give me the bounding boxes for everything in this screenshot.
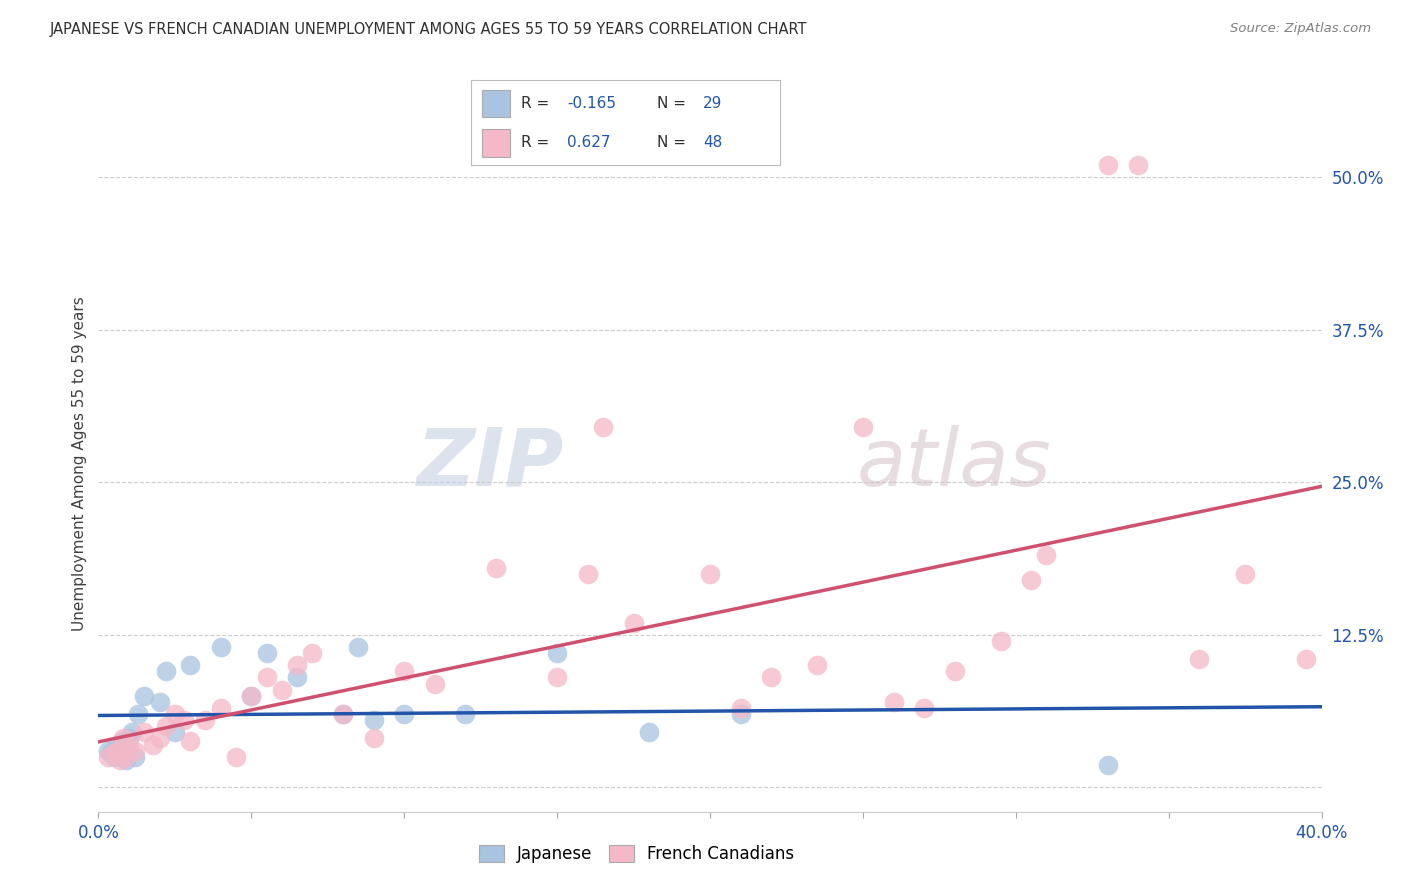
Point — [852, 420, 875, 434]
Point — [1097, 758, 1119, 772]
Point — [163, 725, 186, 739]
Point — [990, 633, 1012, 648]
Point — [454, 707, 477, 722]
Point — [912, 701, 935, 715]
Point — [209, 701, 232, 715]
Text: N =: N = — [657, 136, 690, 151]
Point — [111, 731, 134, 746]
Point — [134, 725, 156, 739]
Point — [115, 749, 138, 764]
Point — [285, 670, 308, 684]
Point — [118, 738, 141, 752]
Point — [592, 420, 614, 434]
Point — [225, 749, 247, 764]
Point — [699, 566, 721, 581]
Point — [392, 665, 416, 679]
Point — [97, 749, 120, 764]
Text: 48: 48 — [703, 136, 723, 151]
Point — [285, 658, 308, 673]
Point — [240, 689, 263, 703]
Point — [1295, 652, 1317, 666]
Point — [576, 566, 599, 581]
Point — [270, 682, 292, 697]
Point — [127, 707, 149, 722]
Point — [179, 734, 201, 748]
Point — [1019, 573, 1042, 587]
Point — [240, 689, 263, 703]
FancyBboxPatch shape — [482, 129, 510, 157]
Point — [134, 689, 156, 703]
Point — [155, 719, 177, 733]
Point — [108, 741, 131, 756]
Text: R =: R = — [520, 136, 558, 151]
Point — [806, 658, 828, 673]
Point — [546, 670, 568, 684]
Point — [392, 707, 416, 722]
Point — [883, 695, 905, 709]
Point — [121, 725, 143, 739]
Point — [1128, 158, 1150, 172]
Point — [163, 707, 186, 722]
Point — [730, 701, 752, 715]
Point — [347, 640, 370, 654]
Point — [423, 676, 446, 690]
Point — [546, 646, 568, 660]
Point — [108, 754, 131, 768]
Point — [1097, 158, 1119, 172]
Point — [103, 746, 125, 760]
Point — [118, 731, 141, 746]
Point — [142, 738, 165, 752]
Point — [256, 670, 278, 684]
Point — [209, 640, 232, 654]
Point — [637, 725, 661, 739]
Text: atlas: atlas — [856, 425, 1052, 503]
Point — [149, 695, 172, 709]
Text: N =: N = — [657, 95, 690, 111]
Point — [103, 749, 125, 764]
Point — [1188, 652, 1211, 666]
Point — [111, 734, 134, 748]
Point — [332, 707, 354, 722]
Point — [623, 615, 645, 630]
Point — [256, 646, 278, 660]
Point — [100, 746, 122, 760]
Point — [759, 670, 782, 684]
Point — [301, 646, 323, 660]
Point — [149, 731, 172, 746]
Point — [194, 713, 217, 727]
Text: ZIP: ZIP — [416, 425, 564, 503]
Point — [124, 744, 146, 758]
Text: 0.627: 0.627 — [567, 136, 610, 151]
Text: Source: ZipAtlas.com: Source: ZipAtlas.com — [1230, 22, 1371, 36]
Y-axis label: Unemployment Among Ages 55 to 59 years: Unemployment Among Ages 55 to 59 years — [72, 296, 87, 632]
Point — [105, 738, 128, 752]
Text: JAPANESE VS FRENCH CANADIAN UNEMPLOYMENT AMONG AGES 55 TO 59 YEARS CORRELATION C: JAPANESE VS FRENCH CANADIAN UNEMPLOYMENT… — [49, 22, 807, 37]
Text: R =: R = — [520, 95, 554, 111]
FancyBboxPatch shape — [482, 89, 510, 117]
Point — [115, 754, 138, 768]
Legend: Japanese, French Canadians: Japanese, French Canadians — [472, 838, 801, 870]
Point — [363, 713, 385, 727]
Point — [1234, 566, 1257, 581]
Point — [97, 744, 120, 758]
Point — [173, 713, 195, 727]
Text: -0.165: -0.165 — [567, 95, 616, 111]
Point — [105, 744, 128, 758]
Point — [485, 560, 508, 574]
Point — [179, 658, 201, 673]
Point — [1035, 549, 1057, 563]
Text: 29: 29 — [703, 95, 723, 111]
Point — [943, 665, 966, 679]
Point — [124, 749, 146, 764]
Point — [155, 665, 177, 679]
Point — [332, 707, 354, 722]
Point — [363, 731, 385, 746]
Point — [730, 707, 752, 722]
